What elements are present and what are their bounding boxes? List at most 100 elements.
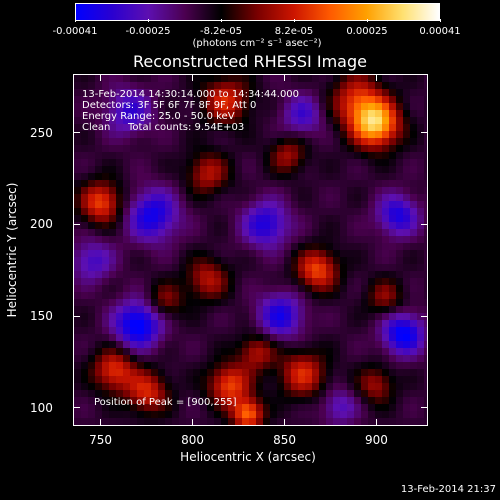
heatmap-pixel	[424, 334, 427, 342]
heatmap-pixel	[228, 278, 236, 286]
heatmap-pixel	[305, 117, 313, 125]
heatmap-pixel	[403, 271, 411, 279]
heatmap-pixel	[424, 418, 427, 425]
heatmap-pixel	[158, 383, 166, 391]
y-axis-tick	[73, 315, 80, 317]
heatmap-pixel	[347, 257, 355, 265]
heatmap-pixel	[221, 229, 229, 237]
heatmap-pixel	[228, 103, 236, 111]
heatmap-pixel	[389, 299, 397, 307]
heatmap-pixel	[326, 110, 334, 118]
heatmap-pixel	[74, 243, 82, 251]
heatmap-pixel	[214, 145, 222, 153]
x-axis-tick	[375, 419, 377, 426]
heatmap-pixel	[130, 208, 138, 216]
heatmap-pixel	[298, 103, 306, 111]
heatmap-pixel	[389, 271, 397, 279]
heatmap-pixel	[172, 390, 180, 398]
heatmap-pixel	[165, 131, 173, 139]
heatmap-pixel	[396, 82, 404, 90]
heatmap-pixel	[389, 376, 397, 384]
heatmap-pixel	[179, 152, 187, 160]
heatmap-pixel	[354, 411, 362, 419]
heatmap-pixel	[263, 299, 271, 307]
heatmap-pixel	[144, 138, 152, 146]
heatmap-pixel	[270, 299, 278, 307]
heatmap-pixel	[81, 201, 89, 209]
heatmap-pixel	[249, 138, 257, 146]
heatmap-pixel	[144, 362, 152, 370]
heatmap-pixel	[116, 404, 124, 412]
heatmap-pixel	[81, 152, 89, 160]
heatmap-pixel	[228, 327, 236, 335]
heatmap-pixel	[144, 299, 152, 307]
heatmap-pixel	[130, 110, 138, 118]
heatmap-pixel	[263, 355, 271, 363]
heatmap-pixel	[172, 306, 180, 314]
heatmap-pixel	[242, 390, 250, 398]
heatmap-pixel	[200, 159, 208, 167]
heatmap-pixel	[123, 166, 131, 174]
heatmap-pixel	[270, 194, 278, 202]
x-tick-label: 850	[273, 433, 296, 447]
heatmap-pixel	[270, 159, 278, 167]
heatmap-pixel	[410, 180, 418, 188]
heatmap-pixel	[172, 299, 180, 307]
heatmap-pixel	[221, 89, 229, 97]
heatmap-pixel	[368, 201, 376, 209]
heatmap-pixel	[165, 327, 173, 335]
heatmap-pixel	[347, 418, 355, 425]
heatmap-pixel	[179, 110, 187, 118]
heatmap-pixel	[249, 313, 257, 321]
heatmap-pixel	[179, 173, 187, 181]
heatmap-pixel	[151, 285, 159, 293]
heatmap-pixel	[109, 306, 117, 314]
heatmap-pixel	[270, 348, 278, 356]
heatmap-pixel	[396, 369, 404, 377]
heatmap-pixel	[277, 166, 285, 174]
heatmap-pixel	[207, 285, 215, 293]
heatmap-pixel	[207, 306, 215, 314]
heatmap-pixel	[284, 124, 292, 132]
heatmap-pixel	[270, 418, 278, 425]
heatmap-pixel	[354, 138, 362, 146]
heatmap-pixel	[333, 418, 341, 425]
heatmap-pixel	[95, 257, 103, 265]
heatmap-pixel	[291, 166, 299, 174]
heatmap-pixel	[256, 313, 264, 321]
heatmap-pixel	[165, 362, 173, 370]
heatmap-pixel	[270, 152, 278, 160]
heatmap-pixel	[151, 159, 159, 167]
heatmap-pixel	[361, 208, 369, 216]
heatmap-pixel	[116, 306, 124, 314]
heatmap-pixel	[235, 355, 243, 363]
heatmap-pixel	[326, 285, 334, 293]
heatmap-pixel	[179, 264, 187, 272]
heatmap-pixel	[333, 166, 341, 174]
heatmap-pixel	[333, 243, 341, 251]
heatmap-pixel	[186, 152, 194, 160]
heatmap-pixel	[347, 271, 355, 279]
heatmap-pixel	[298, 131, 306, 139]
heatmap-pixel	[312, 222, 320, 230]
heatmap-pixel	[291, 327, 299, 335]
heatmap-pixel	[410, 313, 418, 321]
heatmap-pixel	[256, 166, 264, 174]
heatmap-pixel	[95, 313, 103, 321]
heatmap-pixel	[403, 278, 411, 286]
heatmap-pixel	[340, 348, 348, 356]
heatmap-pixel	[214, 376, 222, 384]
heatmap-pixel	[410, 348, 418, 356]
heatmap-pixel	[424, 264, 427, 272]
heatmap-pixel	[389, 390, 397, 398]
heatmap-pixel	[186, 257, 194, 265]
heatmap-pixel	[305, 334, 313, 342]
heatmap-pixel	[333, 103, 341, 111]
heatmap-pixel	[74, 306, 82, 314]
heatmap-pixel	[284, 187, 292, 195]
heatmap-pixel	[214, 306, 222, 314]
heatmap-pixel	[249, 348, 257, 356]
heatmap-pixel	[270, 313, 278, 321]
heatmap-pixel	[361, 292, 369, 300]
heatmap-pixel	[375, 404, 383, 412]
